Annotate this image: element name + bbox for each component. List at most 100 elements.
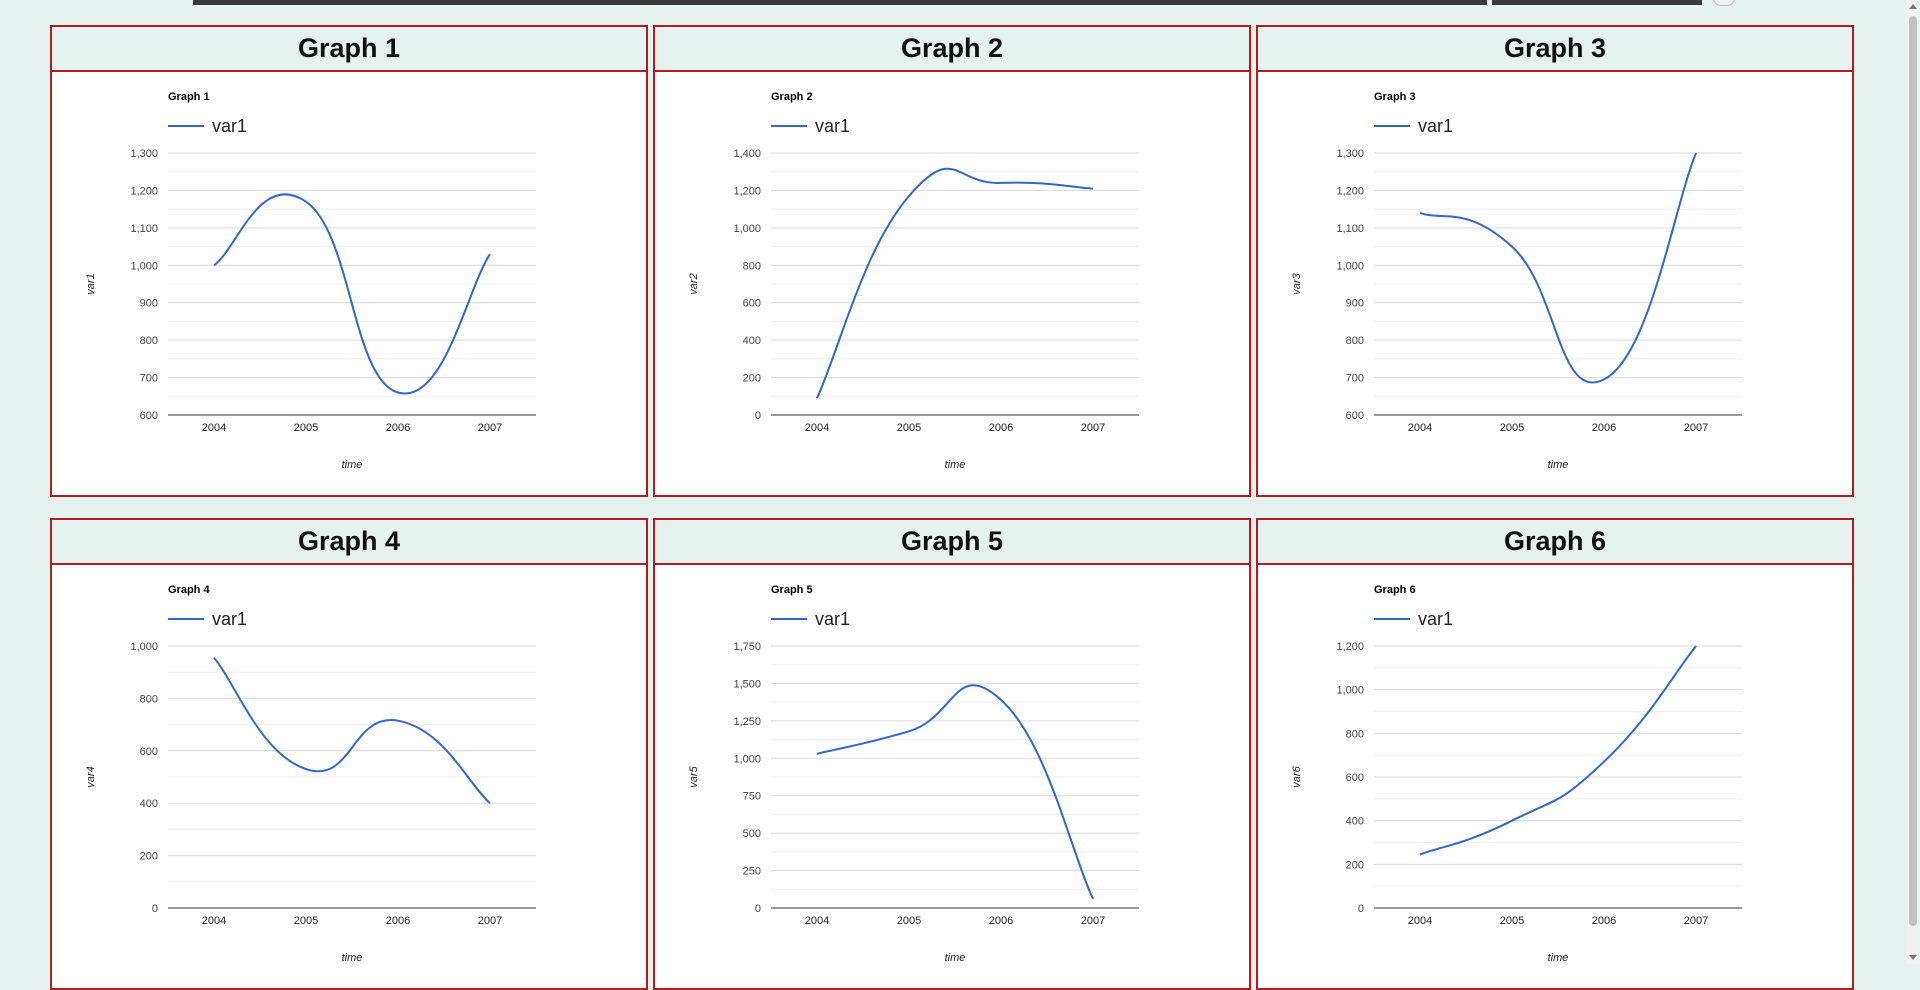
x-axis-title: time <box>342 952 363 964</box>
y-axis-title: var5 <box>688 765 700 787</box>
x-tick-label: 2006 <box>1592 915 1616 927</box>
chart-container: Graph 4 var1 0 200 400 600 800 1,000 2004 2005 200… <box>52 565 646 988</box>
series-line-var1 <box>1419 152 1697 384</box>
y-tick-label: 700 <box>1346 373 1364 385</box>
x-tick-label: 2004 <box>202 422 226 434</box>
y-tick-label: 1,000 <box>1336 685 1364 697</box>
x-tick-label: 2006 <box>386 422 410 434</box>
scroll-up-arrow-icon[interactable] <box>1909 4 1917 9</box>
legend-label: var1 <box>212 609 247 629</box>
panel-header: Graph 2 <box>655 27 1249 72</box>
graph-grid: Graph 1 Graph 1 var1 600 700 800 900 1,000 1,10… <box>50 25 1854 990</box>
panel-header: Graph 6 <box>1258 520 1852 565</box>
series-line-var1 <box>816 167 1094 399</box>
y-axis-title: var3 <box>1291 272 1303 294</box>
x-tick-label: 2005 <box>294 422 318 434</box>
y-tick-label: 200 <box>743 373 761 385</box>
chart-title: Graph 4 <box>168 584 210 596</box>
x-tick-label: 2005 <box>294 915 318 927</box>
x-tick-label: 2007 <box>478 422 502 434</box>
x-tick-label: 2004 <box>1408 422 1432 434</box>
legend-label: var1 <box>815 116 850 136</box>
y-tick-label: 400 <box>140 798 158 810</box>
x-tick-label: 2006 <box>386 915 410 927</box>
y-tick-label: 250 <box>743 866 761 878</box>
y-tick-label: 1,750 <box>733 641 761 653</box>
y-tick-label: 750 <box>743 791 761 803</box>
x-tick-label: 2007 <box>478 915 502 927</box>
graph-panel-3: Graph 3 Graph 3 var1 600 700 800 900 1,000 1,10… <box>1256 25 1854 497</box>
x-tick-label: 2004 <box>1408 915 1432 927</box>
y-tick-label: 600 <box>140 410 158 422</box>
graph-panel-5: Graph 5 Graph 5 var1 0 250 500 750 1,000 1,250 1… <box>653 518 1251 990</box>
chart-container: Graph 6 var1 0 200 400 600 800 1,000 1,200 2004 20… <box>1258 565 1852 988</box>
y-tick-label: 1,100 <box>1336 223 1364 235</box>
x-tick-label: 2006 <box>989 915 1013 927</box>
line-chart: Graph 1 var1 600 700 800 900 1,000 1,100 1,200 1,… <box>85 91 536 471</box>
y-tick-label: 1,000 <box>733 223 761 235</box>
chart-title: Graph 1 <box>168 91 210 103</box>
y-tick-label: 1,200 <box>1336 185 1364 197</box>
series-line-var1 <box>816 684 1094 900</box>
legend-label: var1 <box>815 609 850 629</box>
x-tick-label: 2005 <box>1500 915 1524 927</box>
graph-panel-6: Graph 6 Graph 6 var1 0 200 400 600 800 1,000 1,2… <box>1256 518 1854 990</box>
toolbar-segment <box>193 0 1487 5</box>
y-tick-label: 900 <box>140 298 158 310</box>
y-tick-label: 0 <box>1358 903 1364 915</box>
chart-container: Graph 3 var1 600 700 800 900 1,000 1,100 1,200 1,… <box>1258 72 1852 495</box>
y-tick-label: 1,200 <box>130 185 158 197</box>
y-axis-title: var4 <box>85 766 97 787</box>
y-tick-label: 1,000 <box>130 260 158 272</box>
y-tick-label: 1,100 <box>130 223 158 235</box>
scroll-down-arrow-icon[interactable] <box>1909 955 1917 960</box>
y-axis-title: var1 <box>85 273 97 294</box>
chart-container: Graph 5 var1 0 250 500 750 1,000 1,250 1,500 1,75… <box>655 565 1249 988</box>
y-axis-title: var2 <box>688 273 700 294</box>
y-tick-label: 0 <box>152 903 158 915</box>
y-tick-label: 600 <box>140 746 158 758</box>
legend-label: var1 <box>1418 609 1453 629</box>
line-chart: Graph 2 var1 0 200 400 600 800 1,000 1,200 1,400 2… <box>688 91 1139 471</box>
y-tick-label: 800 <box>743 260 761 272</box>
y-tick-label: 1,000 <box>130 641 158 653</box>
x-axis-title: time <box>945 459 966 471</box>
x-axis-title: time <box>1548 952 1569 964</box>
series-line-var1 <box>1419 645 1697 856</box>
line-chart: Graph 5 var1 0 250 500 750 1,000 1,250 1,500 1,75… <box>688 584 1139 964</box>
panel-header: Graph 5 <box>655 520 1249 565</box>
y-tick-label: 800 <box>1346 335 1364 347</box>
toolbar-knob[interactable] <box>1713 0 1735 6</box>
y-tick-label: 0 <box>755 410 761 422</box>
panel-header: Graph 1 <box>52 27 646 72</box>
y-tick-label: 400 <box>743 335 761 347</box>
y-tick-label: 500 <box>743 828 761 840</box>
x-tick-label: 2005 <box>897 915 921 927</box>
panel-header: Graph 4 <box>52 520 646 565</box>
x-tick-label: 2007 <box>1684 422 1708 434</box>
y-tick-label: 600 <box>1346 410 1364 422</box>
y-tick-label: 600 <box>743 298 761 310</box>
x-tick-label: 2004 <box>202 915 226 927</box>
y-tick-label: 1,200 <box>1336 641 1364 653</box>
y-tick-label: 1,000 <box>733 753 761 765</box>
x-tick-label: 2006 <box>1592 422 1616 434</box>
x-tick-label: 2004 <box>805 422 829 434</box>
toolbar-segment <box>1492 0 1702 5</box>
scrollbar-thumb[interactable] <box>1909 16 1917 926</box>
graph-panel-2: Graph 2 Graph 2 var1 0 200 400 600 800 1,000 1,2… <box>653 25 1251 497</box>
browser-top-strip <box>0 0 1920 6</box>
y-tick-label: 400 <box>1346 816 1364 828</box>
x-tick-label: 2005 <box>897 422 921 434</box>
graph-panel-1: Graph 1 Graph 1 var1 600 700 800 900 1,000 1,10… <box>50 25 648 497</box>
x-tick-label: 2006 <box>989 422 1013 434</box>
panel-header: Graph 3 <box>1258 27 1852 72</box>
y-tick-label: 1,300 <box>1336 148 1364 160</box>
x-tick-label: 2007 <box>1684 915 1708 927</box>
y-tick-label: 800 <box>140 335 158 347</box>
y-tick-label: 800 <box>140 693 158 705</box>
y-tick-label: 1,000 <box>1336 260 1364 272</box>
y-tick-label: 1,300 <box>130 148 158 160</box>
y-tick-label: 900 <box>1346 298 1364 310</box>
page-scrollbar[interactable] <box>1906 0 1920 964</box>
